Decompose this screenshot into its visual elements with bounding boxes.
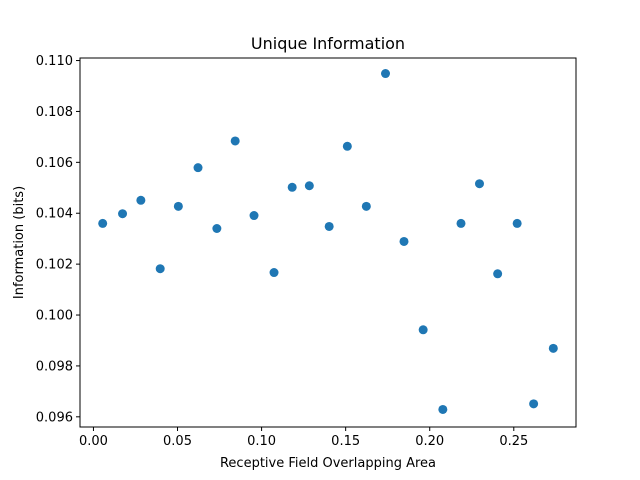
y-tick-label: 0.106	[36, 156, 73, 171]
y-tick-label: 0.108	[36, 105, 73, 120]
x-axis-ticks: 0.00 0.05 0.10 0.15 0.20 0.25	[79, 427, 528, 449]
chart-title: Unique Information	[251, 34, 405, 53]
data-point	[438, 404, 448, 414]
data-point	[249, 211, 259, 221]
x-tick-label: 0.00	[79, 434, 108, 449]
y-tick-label: 0.096	[36, 410, 73, 425]
data-point	[136, 195, 146, 205]
y-tick-label: 0.102	[36, 258, 73, 273]
x-tick-label: 0.05	[163, 434, 192, 449]
data-point	[493, 269, 503, 279]
plot-area-frame	[79, 57, 577, 428]
data-point	[98, 218, 108, 228]
data-point	[193, 163, 203, 173]
data-point	[173, 201, 183, 211]
data-point	[324, 221, 334, 231]
y-tick-label: 0.110	[36, 54, 73, 69]
data-point	[474, 179, 484, 189]
data-point	[269, 268, 279, 278]
y-tick-label: 0.104	[36, 207, 73, 222]
y-tick-label: 0.100	[36, 309, 73, 324]
data-point	[118, 209, 128, 219]
data-point	[230, 136, 240, 146]
data-point	[342, 141, 352, 151]
data-point	[418, 325, 428, 335]
x-tick-label: 0.25	[499, 434, 528, 449]
x-tick-label: 0.10	[247, 434, 276, 449]
data-point	[399, 236, 409, 246]
x-tick-label: 0.15	[331, 434, 360, 449]
data-point	[304, 181, 314, 191]
data-point	[381, 69, 391, 79]
data-point	[456, 218, 466, 228]
data-point	[512, 218, 522, 228]
data-point	[287, 182, 297, 192]
data-point	[548, 343, 558, 353]
data-point	[361, 201, 371, 211]
y-axis-label: Information (bits)	[12, 186, 27, 299]
y-tick-label: 0.098	[36, 359, 73, 374]
x-axis-label: Receptive Field Overlapping Area	[220, 456, 436, 471]
data-point	[155, 264, 165, 274]
data-point	[212, 224, 222, 234]
data-point	[529, 399, 539, 409]
data-points	[98, 69, 558, 414]
x-tick-label: 0.20	[415, 434, 444, 449]
y-axis-ticks: 0.096 0.098 0.100 0.102 0.104 0.106 0.108 0.110	[36, 54, 80, 425]
